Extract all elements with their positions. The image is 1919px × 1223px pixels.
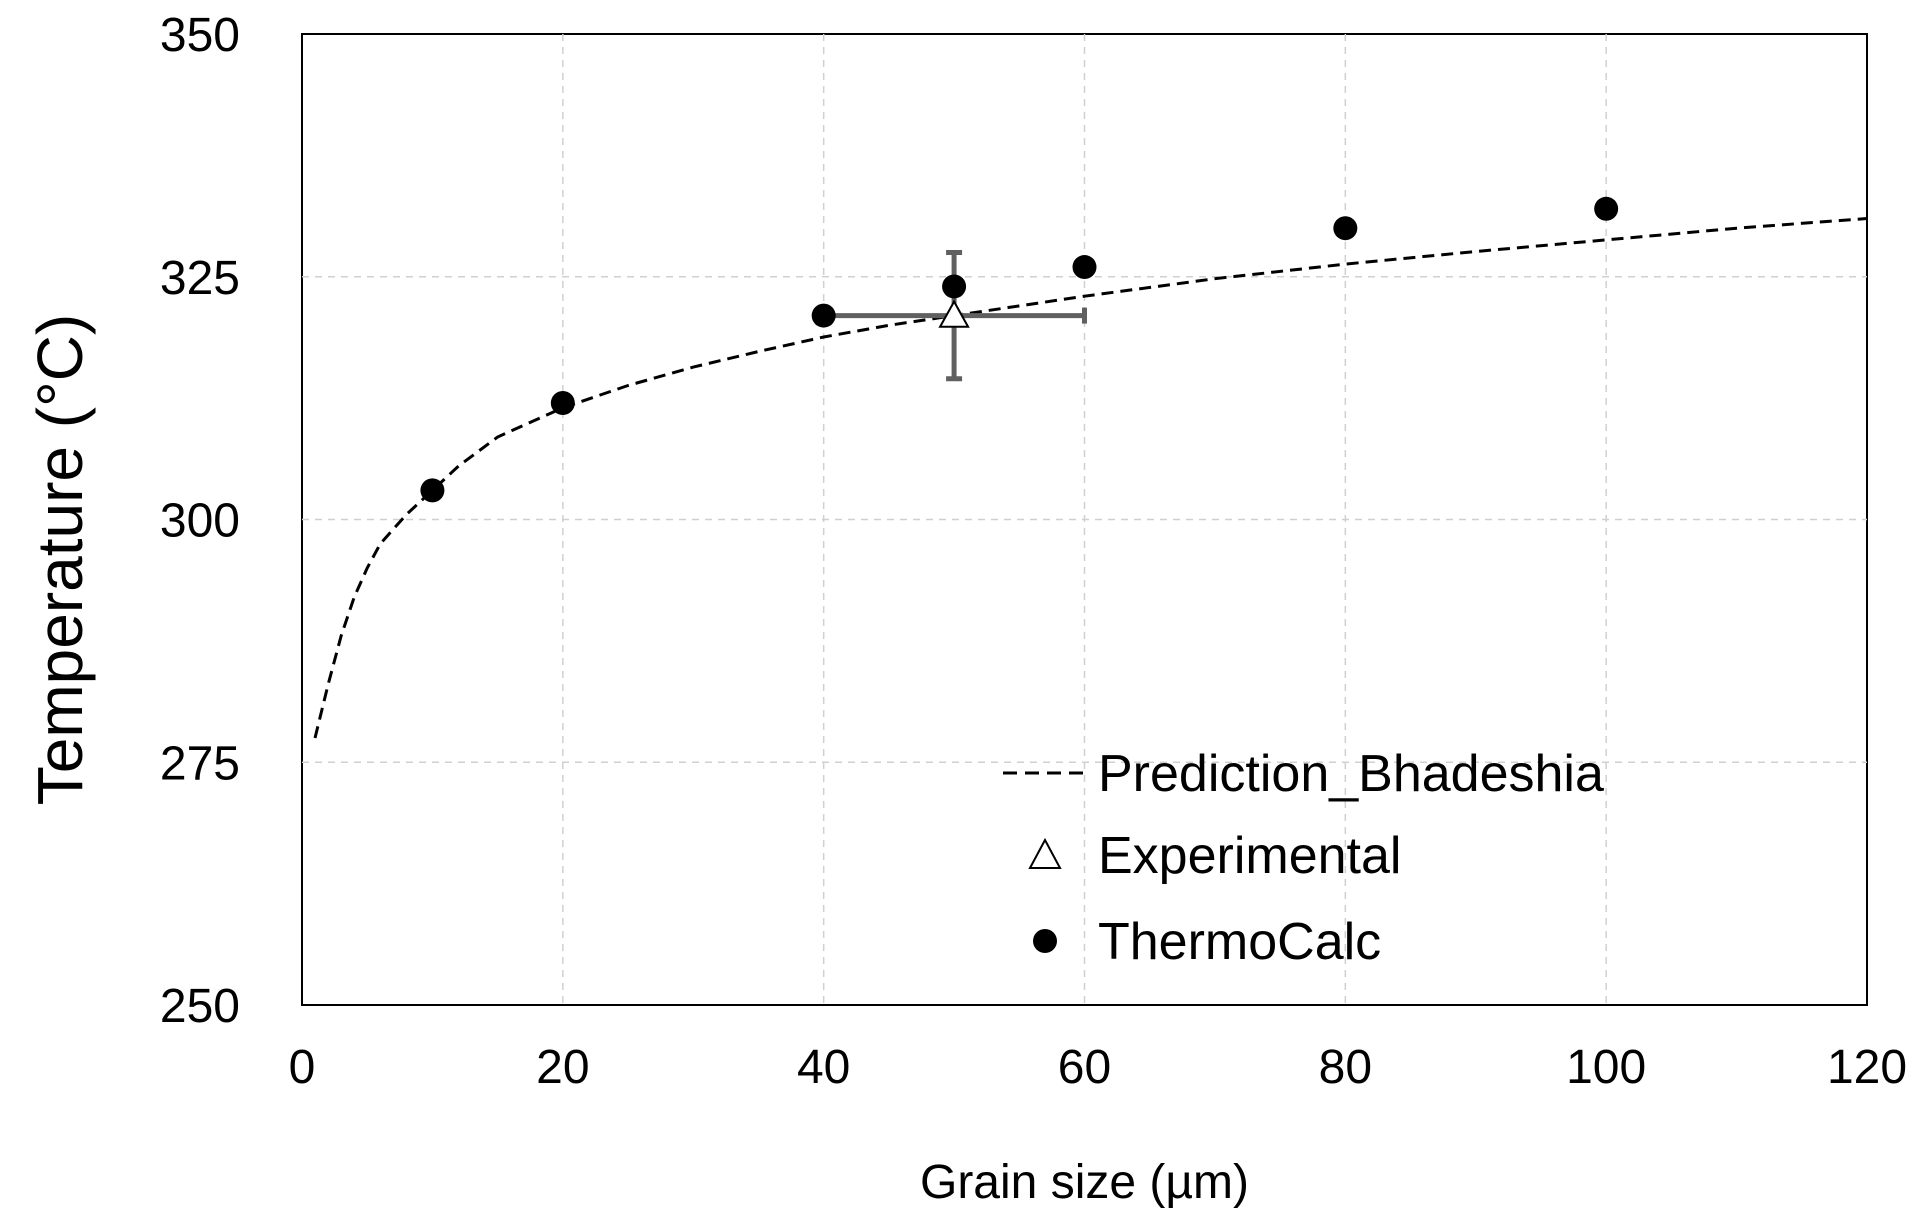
thermocalc-point (1072, 255, 1097, 280)
grid (302, 34, 1867, 1005)
y-tick-label: 275 (160, 737, 240, 790)
x-tick-label: 80 (1319, 1041, 1372, 1094)
x-tick-label: 0 (289, 1041, 316, 1094)
thermocalc-point (1594, 196, 1619, 221)
series (313, 196, 1868, 739)
legend-circle-symbol (1033, 929, 1057, 953)
y-tick-label: 300 (160, 495, 240, 548)
x-tick-label: 60 (1058, 1041, 1111, 1094)
x-tick-label: 120 (1827, 1041, 1907, 1094)
legend-label: ThermoCalc (1098, 913, 1381, 971)
thermocalc-point (550, 390, 575, 415)
x-tick-label: 40 (797, 1041, 850, 1094)
x-tick-label: 100 (1566, 1041, 1646, 1094)
x-axis-title: Grain size (µm) (920, 1156, 1249, 1209)
legend-label: Prediction_Bhadeshia (1098, 745, 1604, 803)
legend-triangle-symbol (1028, 837, 1062, 869)
y-axis-ticks: 250 275 300 325 350 (160, 9, 240, 1033)
thermocalc-point (942, 274, 967, 299)
x-tick-label: 20 (536, 1041, 589, 1094)
y-tick-label: 350 (160, 9, 240, 62)
legend: Prediction_Bhadeshia Experimental ThermoCa… (1003, 745, 1604, 971)
legend-label: Experimental (1098, 827, 1401, 885)
x-axis-ticks: 0 20 40 60 80 100 120 (289, 1041, 1907, 1094)
prediction-line (313, 217, 1868, 739)
experimental-point (938, 299, 970, 328)
thermocalc-point (1333, 216, 1358, 241)
thermocalc-point (811, 303, 836, 328)
thermocalc-point (420, 478, 445, 503)
y-tick-label: 325 (160, 252, 240, 305)
y-tick-label: 250 (160, 980, 240, 1033)
y-axis-title: Temperature (°C) (24, 314, 96, 806)
